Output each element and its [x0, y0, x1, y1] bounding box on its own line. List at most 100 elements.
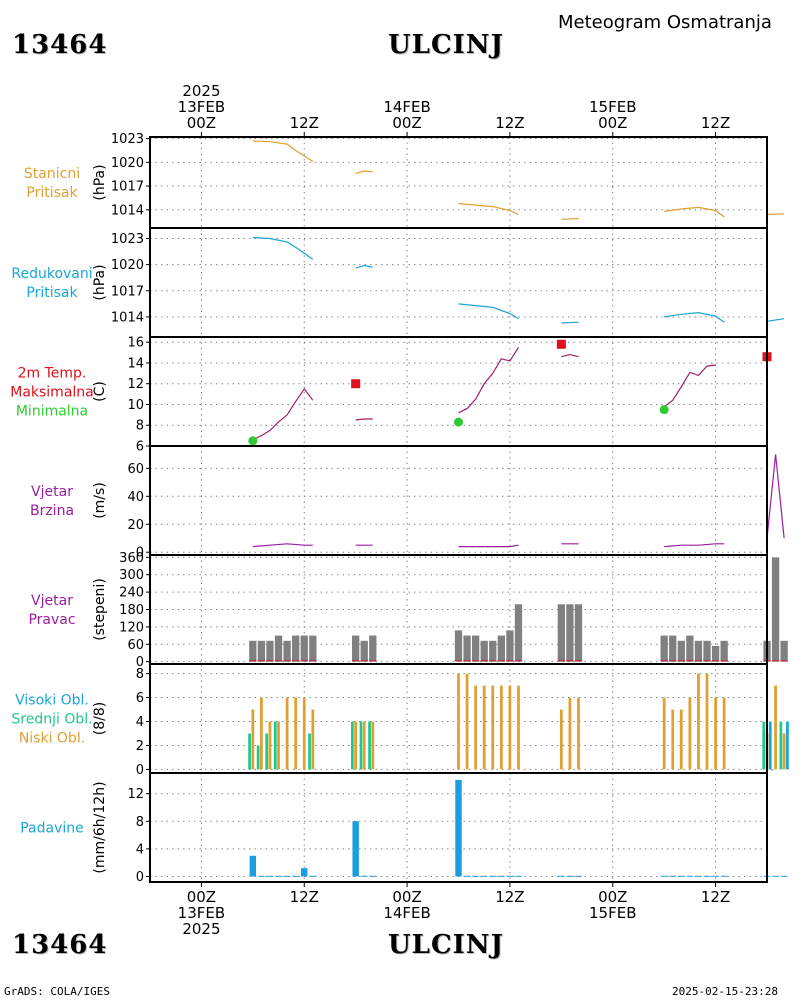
series-line — [355, 418, 373, 421]
x-tick-label-bottom: 12Z — [290, 888, 319, 906]
data-bar — [249, 640, 257, 662]
series-line — [561, 217, 579, 220]
station-name-top: ULCINJ — [388, 30, 504, 60]
y-tick-label: 6 — [136, 440, 144, 455]
data-bar — [489, 875, 496, 877]
data-bar — [283, 875, 291, 877]
x-tick-label-top: 12Z — [701, 114, 730, 132]
data-bar — [309, 875, 317, 877]
cloud-bar — [256, 745, 260, 770]
tmin-marker — [248, 436, 258, 446]
series-line — [561, 321, 579, 324]
series-line — [355, 264, 373, 269]
tmax-marker — [351, 379, 361, 389]
data-bar — [686, 635, 694, 662]
unit-label: (stepeni) — [92, 578, 108, 641]
y-tick-label: 1023 — [111, 232, 144, 247]
data-bar — [352, 821, 359, 877]
data-bar — [695, 875, 702, 877]
cloud-bar — [368, 721, 371, 770]
data-bar — [257, 640, 266, 662]
cloud-bar — [248, 733, 251, 770]
y-tick-label: 120 — [119, 620, 144, 635]
data-bar — [677, 640, 685, 662]
series-line — [664, 206, 725, 218]
data-bar — [686, 875, 694, 877]
cloud-bar — [354, 721, 358, 770]
data-bar — [703, 875, 711, 877]
data-bar — [514, 604, 523, 662]
y-tick-label: 180 — [119, 603, 144, 618]
series-line — [252, 140, 314, 163]
data-bar — [780, 875, 788, 877]
data-bar — [480, 875, 488, 877]
data-bar — [712, 875, 719, 877]
y-tick-label: 16 — [127, 336, 144, 351]
cloud-bar — [782, 733, 786, 770]
panel-frame — [149, 445, 768, 556]
cloud-bar — [577, 697, 580, 770]
unit-label: (C) — [92, 381, 108, 402]
data-bar — [369, 635, 377, 662]
data-bar — [497, 635, 505, 662]
y-tick-label: 0 — [136, 655, 144, 670]
cloud-bar — [302, 697, 306, 770]
series-line — [458, 202, 519, 216]
x-tick-label-bottom: 00Z — [392, 888, 421, 906]
series-line — [766, 318, 785, 322]
cloud-bar — [308, 733, 311, 770]
panel-label: Vjetar — [31, 593, 73, 609]
y-tick-label: 4 — [136, 715, 144, 730]
y-tick-label: 20 — [127, 518, 144, 533]
footer-credit: GrADS: COLA/IGES — [4, 985, 110, 998]
cloud-bar — [491, 685, 495, 770]
cloud-bar — [762, 721, 766, 770]
data-bar — [283, 640, 291, 662]
station-id-bottom: 13464 — [12, 930, 108, 960]
cloud-bar — [351, 721, 354, 770]
data-bar — [669, 875, 676, 877]
data-bar — [515, 875, 522, 877]
x-tick-label-bottom: 14FEB — [383, 904, 430, 922]
cloud-bar — [714, 697, 717, 770]
data-bar — [711, 646, 720, 662]
x-tick-label-top: 00Z — [598, 114, 627, 132]
y-tick-label: 8 — [136, 667, 144, 682]
cloud-bar — [779, 721, 783, 770]
x-tick-label-top: 13FEB — [178, 98, 225, 116]
cloud-bar — [465, 673, 469, 770]
y-tick-label: 6 — [136, 691, 144, 706]
panel-frame — [149, 336, 768, 447]
cloud-bar — [774, 685, 777, 770]
data-bar — [558, 875, 565, 877]
y-tick-label: 12 — [127, 787, 144, 802]
panel-label: Stanicni — [24, 166, 80, 182]
unit-label: (mm/6h/12h) — [92, 781, 108, 873]
cloud-bar — [294, 697, 298, 770]
x-tick-label-bottom: 12Z — [495, 888, 524, 906]
panel-label: Padavine — [20, 821, 84, 837]
cloud-bar — [662, 697, 666, 770]
cloud-bar — [697, 673, 700, 770]
y-tick-label: 0 — [136, 763, 144, 778]
unit-label: (hPa) — [92, 264, 108, 300]
data-bar — [360, 640, 368, 662]
data-bar — [694, 640, 703, 662]
data-bar — [780, 640, 788, 662]
data-bar — [292, 635, 300, 662]
data-bar — [557, 604, 565, 662]
series-line — [766, 213, 785, 216]
cloud-bar — [260, 697, 263, 770]
y-tick-label: 1014 — [111, 310, 144, 325]
cloud-bar — [786, 721, 789, 770]
unit-label: (8/8) — [92, 702, 108, 735]
data-bar — [463, 875, 471, 877]
data-bar — [720, 875, 728, 877]
data-bar — [275, 875, 282, 877]
panel-label: Brzina — [30, 503, 74, 519]
y-tick-label: 360 — [119, 551, 144, 566]
series-line — [355, 170, 373, 174]
y-tick-label: 1020 — [111, 156, 144, 171]
cloud-bar — [559, 709, 563, 770]
